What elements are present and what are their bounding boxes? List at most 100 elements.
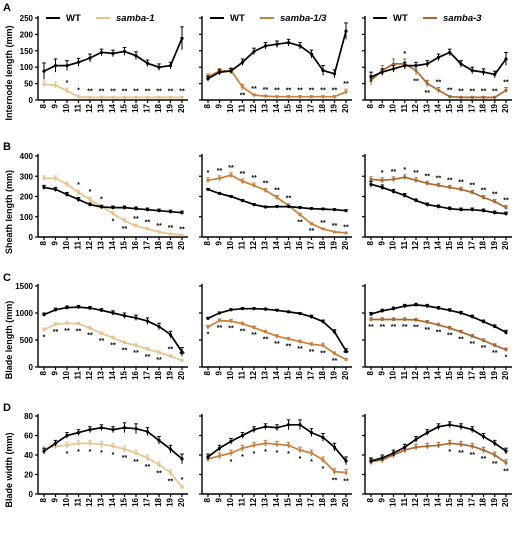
- x-tick-label: 18: [479, 497, 488, 506]
- data-point: [459, 62, 463, 66]
- data-point: [134, 451, 138, 455]
- x-tick-label: 17: [307, 497, 316, 506]
- x-tick-label: 10: [226, 103, 235, 112]
- x-tick-label: 15: [445, 370, 454, 379]
- x-tick-label: 10: [389, 497, 398, 506]
- data-point: [309, 451, 314, 455]
- data-point: [391, 177, 396, 181]
- significance-marker: **: [320, 220, 326, 227]
- series-wt: [206, 307, 348, 353]
- data-point: [76, 305, 81, 309]
- data-point: [286, 95, 291, 99]
- data-point: [53, 308, 58, 312]
- data-point: [145, 208, 150, 212]
- data-point: [321, 435, 325, 440]
- x-tick-label: 18: [479, 370, 488, 379]
- x-tick-label: 14: [434, 370, 443, 379]
- significance-marker: **: [110, 342, 116, 349]
- data-point: [481, 209, 486, 213]
- data-point: [493, 324, 497, 329]
- data-point: [53, 187, 58, 192]
- data-point: [240, 307, 245, 311]
- data-point: [275, 442, 279, 446]
- data-point: [481, 434, 486, 439]
- significance-marker: *: [403, 51, 406, 58]
- x-tick-label: 20: [501, 497, 510, 506]
- series-mutant: [206, 439, 348, 476]
- y-tick-label: 250: [20, 14, 34, 23]
- data-point: [470, 68, 474, 73]
- data-point: [414, 178, 418, 182]
- significance-marker: **: [413, 78, 419, 85]
- y-tick-label: 150: [20, 47, 34, 56]
- series-mutant: [369, 174, 508, 210]
- x-tick-label: 13: [97, 240, 106, 249]
- x-tick-label: 14: [434, 103, 443, 112]
- data-point: [42, 185, 46, 189]
- significance-marker: **: [343, 350, 349, 357]
- significance-marker: *: [448, 449, 451, 456]
- data-point: [122, 219, 127, 223]
- significance-marker: **: [297, 346, 303, 353]
- y-axis-label-sheath: Sheath length (mm): [4, 170, 14, 254]
- significance-marker: **: [76, 328, 82, 335]
- data-point: [252, 307, 256, 311]
- data-point: [229, 173, 233, 177]
- x-tick-label: 19: [490, 497, 499, 506]
- significance-marker: **: [425, 90, 431, 97]
- significance-marker: *: [112, 452, 115, 459]
- data-point: [53, 176, 58, 180]
- x-tick-label: 12: [411, 370, 420, 379]
- chart-panel-1-2: 8 9 10 11 12 13 14 15 16 17 18 19 20* ** * ** ** ** ** ** **…: [362, 154, 512, 250]
- significance-marker: **: [332, 478, 338, 485]
- data-point: [111, 444, 115, 448]
- data-point: [493, 441, 497, 445]
- data-point: [332, 95, 337, 99]
- data-point: [391, 67, 396, 71]
- significance-marker: **: [503, 80, 509, 87]
- data-point: [414, 68, 418, 73]
- data-point: [321, 343, 325, 347]
- x-tick-label: 11: [74, 103, 83, 112]
- data-point: [217, 446, 222, 450]
- y-tick-label: 20: [24, 471, 33, 480]
- data-point: [504, 461, 508, 465]
- data-point: [504, 206, 508, 210]
- data-point: [206, 187, 210, 192]
- data-point: [286, 310, 291, 314]
- x-tick-label: 12: [249, 370, 258, 379]
- data-point: [53, 441, 58, 445]
- significance-marker: **: [447, 333, 453, 340]
- data-point: [436, 323, 441, 327]
- significance-marker: *: [100, 197, 103, 204]
- chart-panel-0-2: 8 9 10 11 12 13 14 15 16 17 18 19 20********* ** ** ** *…: [362, 13, 512, 113]
- data-point: [65, 321, 69, 325]
- y-tick-label: 100: [20, 213, 34, 222]
- y-tick-label: 0: [29, 96, 34, 105]
- data-point: [263, 94, 268, 98]
- chart-panel-0-0: 0 50 100 150 200 250 8 9 10 11 12 13 14 15 16 17 18 19 20 *…: [20, 13, 188, 113]
- data-point: [344, 459, 348, 463]
- data-point: [229, 319, 233, 323]
- significance-marker: **: [286, 88, 292, 95]
- significance-marker: *: [230, 459, 233, 466]
- data-point: [403, 63, 407, 68]
- x-tick-label: 10: [389, 370, 398, 379]
- significance-marker: **: [168, 225, 174, 232]
- data-point: [42, 313, 46, 317]
- y-tick-label: 0: [29, 233, 34, 242]
- significance-marker: **: [413, 170, 419, 177]
- data-point: [309, 315, 314, 319]
- x-tick-label: 10: [226, 370, 235, 379]
- data-point: [493, 199, 497, 204]
- data-point: [65, 443, 69, 447]
- data-point: [206, 77, 210, 81]
- data-point: [134, 316, 138, 320]
- x-tick-label: 9: [377, 240, 386, 245]
- significance-marker: **: [309, 88, 315, 95]
- data-point: [240, 322, 245, 326]
- significance-marker: **: [332, 223, 338, 230]
- data-point: [344, 90, 348, 94]
- x-tick-label: 13: [97, 103, 106, 112]
- data-point: [298, 340, 302, 344]
